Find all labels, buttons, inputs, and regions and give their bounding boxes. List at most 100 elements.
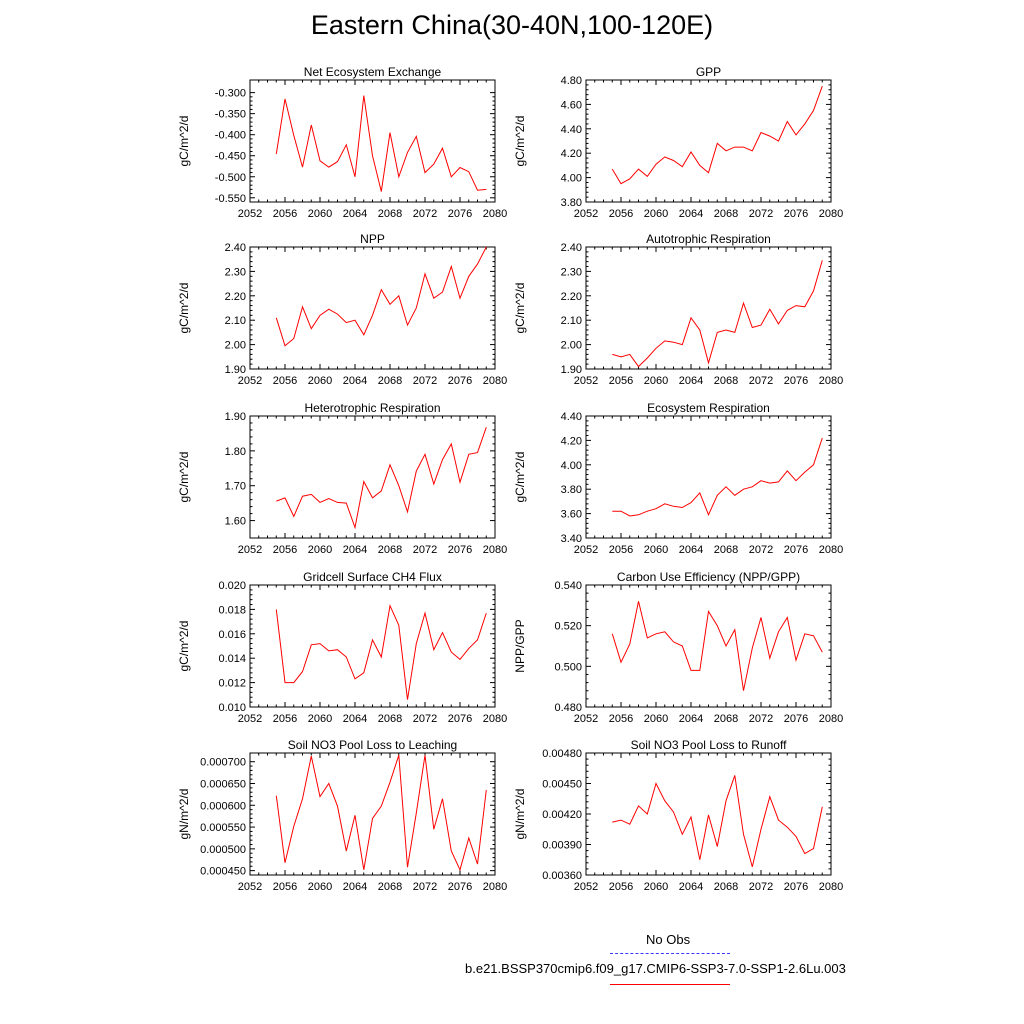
y-tick-label: 2.20 bbox=[561, 291, 582, 303]
x-tick-label: 2080 bbox=[483, 375, 507, 387]
x-tick-label: 2080 bbox=[819, 375, 843, 387]
x-tick-label: 2056 bbox=[273, 375, 297, 387]
plot-title: Autotrophic Respiration bbox=[646, 232, 771, 246]
x-tick-label: 2068 bbox=[714, 713, 738, 725]
y-tick-label: 2.20 bbox=[225, 291, 246, 303]
x-tick-label: 2052 bbox=[574, 713, 598, 725]
y-tick-label: 3.80 bbox=[561, 484, 582, 496]
y-axis-label: gN/m^2/d bbox=[177, 789, 191, 840]
y-tick-label: 4.80 bbox=[561, 75, 582, 87]
series-line bbox=[275, 95, 487, 192]
y-tick-label: 3.60 bbox=[561, 509, 582, 521]
x-tick-label: 2072 bbox=[413, 208, 437, 220]
x-tick-label: 2080 bbox=[819, 208, 843, 220]
y-tick-label: 0.00450 bbox=[542, 779, 582, 791]
x-tick-label: 2060 bbox=[644, 713, 668, 725]
x-tick-label: 2064 bbox=[343, 713, 367, 725]
y-axis-label: gC/m^2/d bbox=[513, 452, 527, 503]
y-tick-label: 4.20 bbox=[561, 435, 582, 447]
x-tick-label: 2072 bbox=[749, 881, 773, 893]
y-tick-label: -0.350 bbox=[215, 109, 246, 121]
y-axis-label: gC/m^2/d bbox=[513, 116, 527, 167]
x-tick-label: 2076 bbox=[784, 375, 808, 387]
x-tick-label: 2076 bbox=[784, 208, 808, 220]
y-tick-label: 1.90 bbox=[561, 364, 582, 376]
y-tick-label: 4.00 bbox=[561, 173, 582, 185]
x-tick-label: 2068 bbox=[378, 544, 402, 556]
series-line bbox=[611, 85, 823, 185]
series-line bbox=[275, 755, 487, 872]
y-tick-label: -0.550 bbox=[215, 193, 246, 205]
x-tick-label: 2076 bbox=[784, 881, 808, 893]
plot-frame bbox=[585, 584, 832, 708]
x-tick-label: 2072 bbox=[749, 544, 773, 556]
x-tick-label: 2080 bbox=[483, 881, 507, 893]
x-tick-label: 2056 bbox=[273, 208, 297, 220]
plot-title: Heterotrophic Respiration bbox=[304, 401, 440, 415]
y-tick-label: 2.30 bbox=[561, 266, 582, 278]
y-tick-label: 0.000450 bbox=[200, 866, 246, 878]
plot-frame bbox=[585, 415, 832, 539]
plot-frame bbox=[585, 246, 832, 370]
x-tick-label: 2052 bbox=[574, 208, 598, 220]
y-axis-label: gC/m^2/d bbox=[177, 452, 191, 503]
x-tick-label: 2052 bbox=[574, 544, 598, 556]
plot-title: Soil NO3 Pool Loss to Runoff bbox=[631, 738, 788, 752]
y-tick-label: 0.480 bbox=[554, 702, 582, 714]
x-tick-label: 2068 bbox=[378, 713, 402, 725]
y-tick-label: 2.00 bbox=[561, 340, 582, 352]
y-tick-label: 0.00390 bbox=[542, 840, 582, 852]
x-tick-label: 2064 bbox=[343, 375, 367, 387]
y-tick-label: 4.60 bbox=[561, 99, 582, 111]
plot-frame bbox=[249, 584, 496, 708]
series-line bbox=[275, 246, 487, 347]
y-tick-label: -0.500 bbox=[215, 172, 246, 184]
y-tick-label: 0.020 bbox=[218, 580, 246, 592]
x-tick-label: 2064 bbox=[679, 208, 703, 220]
x-tick-label: 2060 bbox=[644, 208, 668, 220]
y-axis-label: gC/m^2/d bbox=[177, 621, 191, 672]
y-tick-label: 0.500 bbox=[554, 661, 582, 673]
plot-title: Gridcell Surface CH4 Flux bbox=[303, 570, 442, 584]
y-tick-label: 2.30 bbox=[225, 266, 246, 278]
x-tick-label: 2072 bbox=[413, 375, 437, 387]
x-tick-label: 2056 bbox=[273, 713, 297, 725]
y-tick-label: 2.40 bbox=[225, 242, 246, 254]
y-tick-label: 0.00360 bbox=[542, 870, 582, 882]
plot-frame bbox=[585, 79, 832, 203]
y-tick-label: 0.012 bbox=[218, 678, 246, 690]
x-tick-label: 2060 bbox=[644, 375, 668, 387]
x-tick-label: 2056 bbox=[273, 544, 297, 556]
x-tick-label: 2076 bbox=[448, 713, 472, 725]
y-tick-label: 2.10 bbox=[225, 315, 246, 327]
y-tick-label: 0.000500 bbox=[200, 844, 246, 856]
x-tick-label: 2076 bbox=[448, 208, 472, 220]
y-tick-label: 3.40 bbox=[561, 533, 582, 545]
x-tick-label: 2072 bbox=[749, 713, 773, 725]
y-tick-label: -0.450 bbox=[215, 151, 246, 163]
y-tick-label: 3.80 bbox=[561, 197, 582, 209]
y-tick-label: 0.014 bbox=[218, 653, 246, 665]
y-tick-label: 1.90 bbox=[225, 364, 246, 376]
x-tick-label: 2080 bbox=[819, 544, 843, 556]
plot-frame bbox=[249, 246, 496, 370]
x-tick-label: 2068 bbox=[378, 208, 402, 220]
y-tick-label: 0.016 bbox=[218, 629, 246, 641]
x-tick-label: 2076 bbox=[784, 544, 808, 556]
page-title: Eastern China(30-40N,100-120E) bbox=[310, 10, 714, 40]
x-tick-label: 2056 bbox=[273, 881, 297, 893]
y-tick-label: 0.018 bbox=[218, 604, 246, 616]
x-tick-label: 2068 bbox=[378, 881, 402, 893]
x-tick-label: 2072 bbox=[749, 375, 773, 387]
legend-obs-label: No Obs bbox=[646, 932, 691, 947]
series-line bbox=[276, 427, 487, 530]
x-tick-label: 2056 bbox=[609, 713, 633, 725]
x-tick-label: 2076 bbox=[448, 881, 472, 893]
y-axis-label: NPP/GPP bbox=[513, 619, 527, 672]
plot-frame bbox=[585, 752, 832, 876]
x-tick-label: 2060 bbox=[644, 544, 668, 556]
x-tick-label: 2064 bbox=[679, 375, 703, 387]
x-tick-label: 2072 bbox=[749, 208, 773, 220]
plot-title: GPP bbox=[696, 65, 721, 79]
